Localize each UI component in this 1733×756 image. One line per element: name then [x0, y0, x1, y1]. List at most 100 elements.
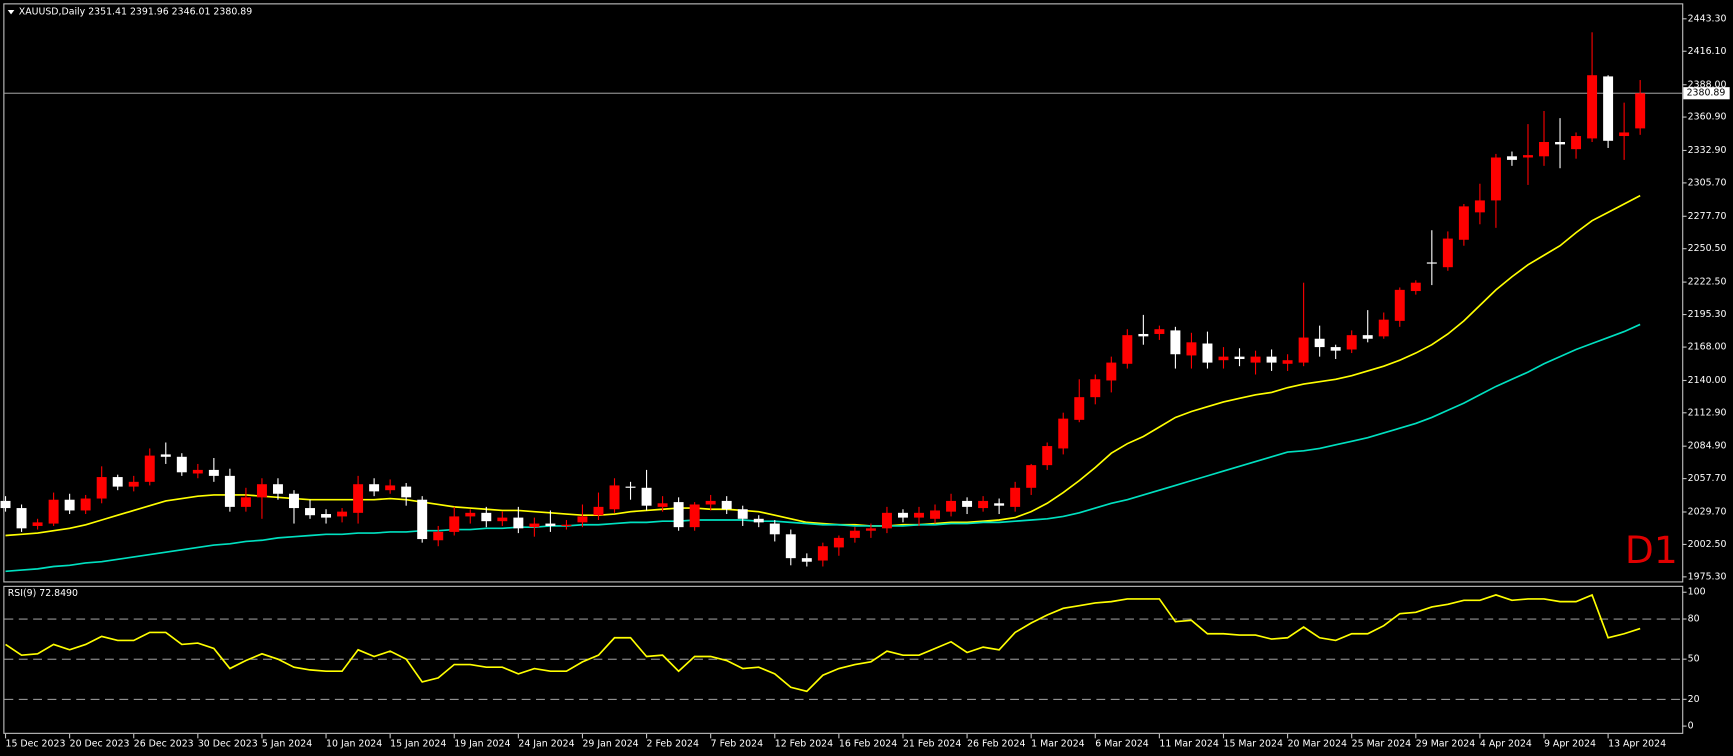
- y-tick-label: 2112.90: [1688, 407, 1727, 418]
- candle-body: [721, 500, 732, 510]
- candle-body: [369, 484, 380, 492]
- candle-body: [353, 484, 364, 513]
- candle-body: [1106, 362, 1117, 381]
- x-tick-label: 5 Jan 2024: [262, 738, 312, 749]
- candle-body: [465, 512, 476, 517]
- candle-body: [1410, 282, 1421, 292]
- candle-body: [305, 508, 315, 516]
- x-tick-label: 29 Jan 2024: [582, 738, 638, 749]
- candle-body: [705, 500, 716, 505]
- menu-icon[interactable]: [7, 9, 15, 15]
- candle-body: [994, 503, 1005, 506]
- candle-body: [1234, 356, 1245, 360]
- y-tick-label: 2195.30: [1688, 309, 1727, 320]
- candle-body: [1250, 356, 1261, 363]
- candle-body: [144, 455, 155, 482]
- y-tick-label: 2057.70: [1688, 473, 1727, 484]
- y-tick-label: 20: [1688, 694, 1700, 705]
- candle-body: [1603, 76, 1614, 141]
- candle-body: [449, 516, 460, 532]
- candle-body: [1202, 343, 1213, 363]
- candle-body: [256, 484, 267, 498]
- candle-body: [1346, 335, 1357, 350]
- y-tick-label: 2305.70: [1688, 177, 1727, 188]
- candle-body: [513, 517, 524, 529]
- candle-body: [80, 498, 91, 511]
- y-tick-label: 1975.30: [1688, 571, 1727, 582]
- y-tick-label: 2443.30: [1688, 13, 1727, 24]
- candle-body: [401, 486, 412, 498]
- rsi-panel: [3, 585, 1684, 734]
- candle-body: [1138, 333, 1149, 337]
- candle-body: [609, 485, 620, 510]
- candle-body: [1090, 379, 1101, 398]
- candle-body: [1394, 289, 1405, 321]
- y-tick-label: 2332.90: [1688, 145, 1727, 156]
- candle-body: [64, 499, 75, 511]
- candle-body: [753, 518, 764, 523]
- x-tick-label: 15 Dec 2023: [6, 738, 66, 749]
- candle-body: [192, 469, 203, 474]
- candle-body: [497, 517, 508, 522]
- candle-body: [289, 493, 299, 509]
- x-tick-label: 15 Mar 2024: [1223, 738, 1282, 749]
- candle-body: [1010, 487, 1021, 507]
- candle-body: [737, 509, 748, 519]
- candle-body: [785, 534, 796, 559]
- candle-body: [1490, 157, 1501, 201]
- candle-body: [817, 546, 828, 561]
- y-tick-label: 2277.70: [1688, 211, 1727, 222]
- candle-body: [673, 502, 684, 528]
- candle-body: [1298, 337, 1309, 363]
- y-tick-label: 2140.00: [1688, 375, 1727, 386]
- candle-body: [1378, 319, 1389, 337]
- x-tick-label: 21 Feb 2024: [903, 738, 961, 749]
- candle-body: [593, 506, 604, 516]
- x-tick-label: 25 Mar 2024: [1352, 738, 1411, 749]
- x-tick-label: 29 Mar 2024: [1416, 738, 1475, 749]
- candle-body: [545, 523, 556, 526]
- x-tick-label: 15 Jan 2024: [390, 738, 446, 749]
- rsi-line: [5, 593, 1641, 693]
- y-tick-label: 2416.10: [1688, 46, 1727, 57]
- y-tick-label: 0: [1688, 721, 1694, 732]
- candle-body: [32, 522, 43, 526]
- candle-body: [769, 523, 780, 535]
- candle-body: [1442, 238, 1453, 268]
- x-tick-label: 24 Jan 2024: [518, 738, 574, 749]
- x-tick-label: 20 Dec 2023: [70, 738, 130, 749]
- candle-body: [962, 500, 973, 507]
- candle-body: [208, 469, 219, 476]
- candle-body: [0, 500, 11, 509]
- y-tick-label: 2250.50: [1688, 243, 1727, 254]
- candle-body: [657, 503, 668, 507]
- rsi-title: RSI(9) 72.8490: [8, 588, 78, 599]
- candle-body: [1314, 338, 1325, 348]
- candle-body: [481, 512, 492, 522]
- candle-body: [1074, 397, 1085, 420]
- x-tick-label: 10 Jan 2024: [326, 738, 382, 749]
- candle-body: [1186, 342, 1197, 356]
- candle-body: [112, 477, 123, 487]
- candle-body: [417, 499, 428, 540]
- candle-body: [224, 475, 235, 507]
- y-tick-label: 2168.00: [1688, 342, 1727, 353]
- candle-body: [1506, 156, 1517, 160]
- candle-body: [1587, 75, 1598, 139]
- candle-body: [1619, 132, 1630, 137]
- candle-body: [96, 477, 107, 499]
- candle-body: [48, 499, 59, 524]
- x-tick-label: 26 Feb 2024: [967, 738, 1025, 749]
- candle-body: [930, 510, 940, 519]
- x-tick-label: 16 Feb 2024: [839, 738, 897, 749]
- y-tick-label: 2388.00: [1688, 79, 1727, 90]
- candle-body: [625, 486, 636, 488]
- candle-body: [1058, 418, 1069, 449]
- candle-body: [641, 487, 652, 506]
- candle-body: [529, 523, 540, 528]
- candle-body: [1362, 335, 1373, 339]
- y-tick-label: 2029.70: [1688, 507, 1727, 518]
- timeframe-label: D1: [1625, 528, 1678, 572]
- candle-body: [1474, 200, 1485, 213]
- x-tick-label: 12 Feb 2024: [775, 738, 833, 749]
